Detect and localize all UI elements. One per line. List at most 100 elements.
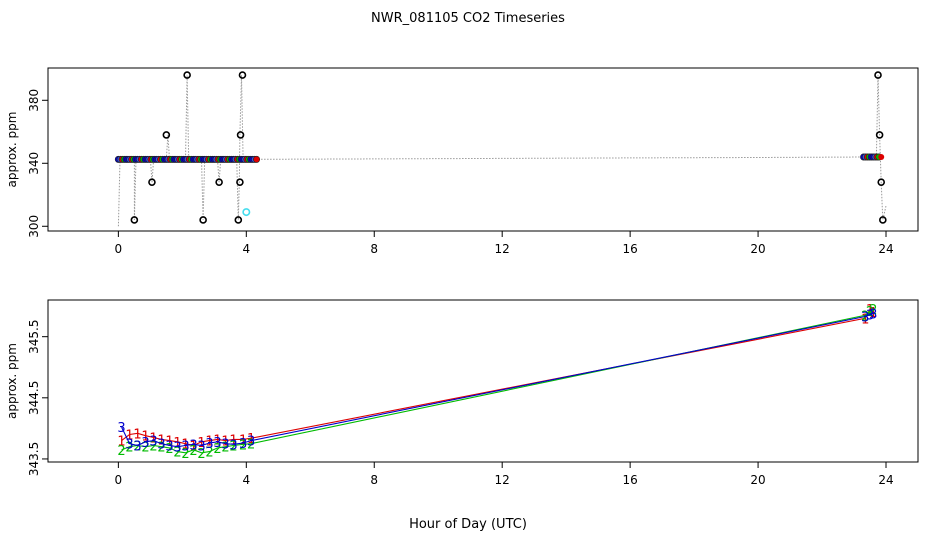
series-marker-3: 3 [221, 438, 229, 453]
series-marker-1: 1 [229, 433, 237, 448]
x-tick-label: 12 [495, 242, 510, 256]
series-marker-3: 3 [247, 435, 255, 450]
series-line-3 [121, 312, 874, 448]
data-point [148, 178, 156, 186]
series-marker-3: 3 [149, 435, 157, 450]
series-marker-2: 2 [189, 444, 197, 459]
data-point [215, 178, 223, 186]
y-tick-label: 344.5 [27, 381, 41, 415]
series-line-2 [121, 308, 874, 454]
series-marker-2: 2 [117, 444, 125, 459]
data-point [878, 153, 885, 160]
x-tick-label: 20 [750, 242, 765, 256]
x-axis-label: Hour of Day (UTC) [409, 517, 527, 532]
series-marker-2: 2 [866, 305, 874, 320]
data-point [875, 131, 884, 139]
x-tick-label: 16 [622, 473, 637, 487]
series-marker-2: 2 [213, 442, 221, 457]
series-marker-3: 3 [117, 421, 125, 436]
series-marker-3: 3 [125, 438, 133, 453]
x-tick-label: 0 [115, 242, 123, 256]
series-marker-1: 1 [125, 428, 133, 443]
x-tick-label: 4 [242, 242, 250, 256]
x-tick-label: 24 [878, 473, 893, 487]
y-tick-label: 300 [27, 215, 41, 238]
series-marker-2: 2 [181, 447, 189, 462]
y-axis-label: approx. ppm [5, 343, 19, 419]
series-marker-3: 3 [239, 437, 247, 452]
data-point [879, 216, 887, 224]
plot-frame [47, 67, 919, 232]
series-marker-2: 2 [247, 438, 255, 453]
series-marker-3: 3 [213, 436, 221, 451]
series-marker-1: 1 [861, 312, 869, 327]
series-marker-1: 1 [173, 436, 181, 451]
series-marker-1: 1 [239, 433, 247, 448]
series-marker-3: 3 [229, 438, 237, 453]
series-marker-1: 1 [141, 430, 149, 445]
x-tick-label: 4 [242, 473, 250, 487]
series-marker-2: 2 [173, 446, 181, 461]
data-point [199, 216, 207, 224]
x-tick-label: 16 [622, 242, 637, 256]
series-marker-3: 3 [173, 441, 181, 456]
data-point [238, 71, 247, 79]
data-point [236, 131, 245, 139]
y-tick-label: 340 [27, 152, 41, 175]
data-point [253, 155, 261, 163]
series-marker-3: 3 [205, 437, 213, 452]
top-panel: 0 4 8 12 16 20 24 300 340 380 approx. ppm [5, 67, 919, 256]
series-marker-3: 3 [165, 439, 173, 454]
x-tick-label: 20 [750, 473, 765, 487]
series-line-1 [121, 308, 874, 447]
series-marker-1: 1 [165, 435, 173, 450]
series-marker-2: 2 [197, 447, 205, 462]
series-marker-1: 1 [247, 432, 255, 447]
series-marker-3: 3 [189, 438, 197, 453]
data-point [183, 71, 191, 79]
series-marker-3: 3 [869, 307, 877, 322]
data-point [874, 71, 882, 79]
series-marker-3: 3 [861, 311, 869, 326]
series-marker-3: 3 [157, 438, 165, 453]
series-marker-1: 1 [205, 435, 213, 450]
series-marker-2: 2 [205, 446, 213, 461]
x-tick-label: 12 [495, 473, 510, 487]
series-marker-3: 3 [197, 439, 205, 454]
plot-frame [47, 299, 919, 463]
series-marker-3: 3 [133, 439, 141, 454]
series-marker-2: 2 [869, 303, 877, 318]
data-point [877, 178, 886, 186]
series-marker-2: 2 [133, 439, 141, 454]
series-marker-2: 2 [125, 441, 133, 456]
series-marker-2: 2 [149, 439, 157, 454]
data-point [236, 178, 244, 186]
data-point [130, 216, 139, 224]
data-trace [117, 75, 887, 227]
y-tick-label: 345.5 [27, 319, 41, 353]
series-marker-3: 3 [141, 436, 149, 451]
series-marker-2: 2 [229, 439, 237, 454]
data-point [242, 208, 251, 217]
series-marker-2: 2 [165, 442, 173, 457]
series-marker-1: 1 [133, 427, 141, 442]
series-marker-1: 1 [117, 435, 125, 450]
series-marker-1: 1 [157, 433, 165, 448]
x-tick-label: 8 [370, 242, 378, 256]
series-marker-3: 3 [866, 309, 874, 324]
data-point [162, 131, 171, 139]
y-tick-label: 380 [27, 89, 41, 112]
x-tick-label: 24 [878, 242, 893, 256]
x-tick-label: 0 [115, 473, 123, 487]
x-tick-label: 8 [370, 473, 378, 487]
y-axis-label: approx. ppm [5, 112, 19, 188]
series-marker-1: 1 [213, 433, 221, 448]
data-point [234, 216, 243, 224]
series-marker-2: 2 [239, 438, 247, 453]
series-marker-1: 1 [221, 435, 229, 450]
series-marker-2: 2 [157, 441, 165, 456]
series-marker-2: 2 [221, 441, 229, 456]
